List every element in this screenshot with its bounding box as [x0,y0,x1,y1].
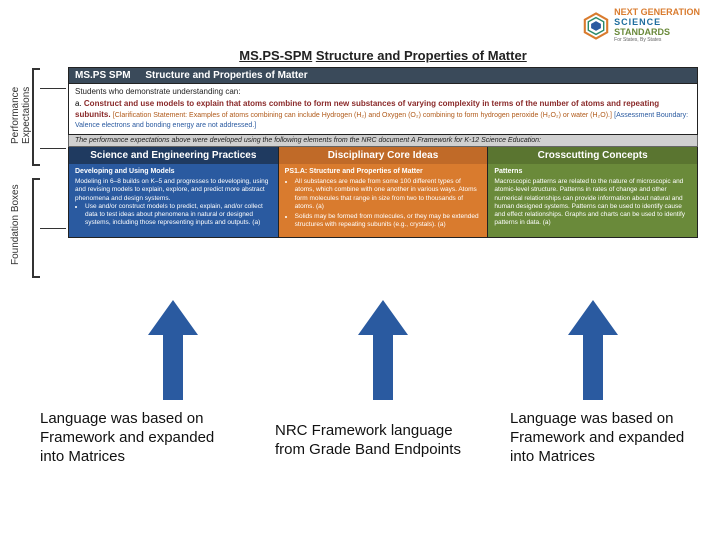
title-name: Structure and Properties of Matter [316,48,527,63]
bracket-perf-arm2 [40,148,66,149]
col-sep: Science and Engineering Practices Develo… [68,147,279,239]
header-bar: MS.PS SPM Structure and Properties of Ma… [68,67,698,84]
caption-right: Language was based on Framework and expa… [510,410,710,466]
col-ccc-text: Macroscopic patterns are related to the … [494,178,691,227]
main-panel: MS.PS-SPM Structure and Properties of Ma… [68,48,698,238]
col-sep-body: Developing and Using Models Modeling in … [69,164,278,238]
col-ccc: Crosscutting Concepts Patterns Macroscop… [488,147,698,239]
side-label-foundation: Foundation Boxes [10,180,21,270]
col-sep-bullet: Use and/or construct models to predict, … [85,203,272,227]
col-dci-subhead: PS1.A: Structure and Properties of Matte… [285,168,482,177]
pe-clarification: [Clarification Statement: Examples of at… [113,112,612,119]
col-ccc-subhead: Patterns [494,168,691,177]
col-sep-header: Science and Engineering Practices [69,147,278,164]
col-ccc-body: Patterns Macroscopic patterns are relate… [488,164,697,238]
arrow-left [138,300,208,400]
col-dci-bullet2: Solids may be formed from molecules, or … [295,213,482,229]
col-dci-body: PS1.A: Structure and Properties of Matte… [279,164,488,238]
page-title: MS.PS-SPM Structure and Properties of Ma… [68,48,698,63]
arrow-mid [348,300,418,400]
logo-hex-icon [582,12,610,40]
caption-left: Language was based on Framework and expa… [40,410,240,466]
header-code: MS.PS SPM [75,70,131,81]
arrow-row [68,300,698,400]
col-sep-subhead: Developing and Using Models [75,168,272,177]
col-dci-bullet1: All substances are made from some 100 di… [295,178,482,211]
bracket-perf [32,68,40,166]
intro-lead: Students who demonstrate understanding c… [75,87,691,97]
caption-mid: NRC Framework language from Grade Band E… [275,422,475,466]
col-ccc-header: Crosscutting Concepts [488,147,697,164]
logo-tagline: For States, By States [614,38,700,44]
pe-letter: a. [75,99,82,108]
bracket-foundation [32,178,40,278]
logo-text: NEXT GENERATION SCIENCE STANDARDS For St… [614,8,700,43]
bracket-perf-arm1 [40,88,66,89]
side-label-perf: Performance Expectations [10,70,32,160]
foundation-columns: Science and Engineering Practices Develo… [68,147,698,239]
header-name: Structure and Properties of Matter [145,70,307,81]
title-code: MS.PS-SPM [239,48,312,63]
ngss-logo: NEXT GENERATION SCIENCE STANDARDS For St… [582,8,700,43]
col-dci-header: Disciplinary Core Ideas [279,147,488,164]
col-dci: Disciplinary Core Ideas PS1.A: Structure… [279,147,489,239]
col-sep-text: Modeling in 6–8 builds on K–5 and progre… [75,178,272,202]
performance-expectation-box: Students who demonstrate understanding c… [68,84,698,135]
mid-bar: The performance expectations above were … [68,135,698,147]
pe-item-a: a. Construct and use models to explain t… [75,99,691,130]
bracket-foundation-arm [40,228,66,229]
caption-row: Language was based on Framework and expa… [40,410,710,466]
arrow-right [558,300,628,400]
